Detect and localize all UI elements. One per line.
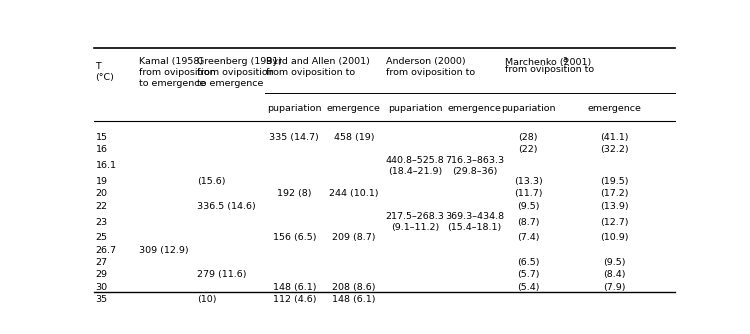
Text: pupariation: pupariation bbox=[388, 104, 442, 113]
Text: (5.7): (5.7) bbox=[517, 271, 539, 279]
Text: Byrd and Allen (2001)
from oviposition to: Byrd and Allen (2001) from oviposition t… bbox=[266, 57, 370, 77]
Text: 23: 23 bbox=[95, 217, 107, 226]
Text: 25: 25 bbox=[95, 233, 107, 242]
Text: 30: 30 bbox=[95, 283, 107, 292]
Text: (5.4): (5.4) bbox=[517, 283, 539, 292]
Text: (8.4): (8.4) bbox=[603, 271, 625, 279]
Text: 16: 16 bbox=[95, 145, 107, 154]
Text: 26.7: 26.7 bbox=[95, 246, 116, 255]
Text: (9.5): (9.5) bbox=[603, 258, 625, 267]
Text: from oviposition to: from oviposition to bbox=[505, 65, 594, 74]
Text: (7.9): (7.9) bbox=[603, 283, 625, 292]
Text: 22: 22 bbox=[95, 202, 107, 211]
Text: a: a bbox=[562, 55, 567, 64]
Text: (19.5): (19.5) bbox=[600, 177, 628, 186]
Text: Anderson (2000)
from oviposition to: Anderson (2000) from oviposition to bbox=[386, 57, 475, 77]
Text: 20: 20 bbox=[95, 189, 107, 198]
Text: (28): (28) bbox=[518, 133, 538, 142]
Text: Marchenko (2001): Marchenko (2001) bbox=[505, 58, 591, 67]
Text: 336.5 (14.6): 336.5 (14.6) bbox=[197, 202, 256, 211]
Text: 335 (14.7): 335 (14.7) bbox=[269, 133, 320, 142]
Text: (7.4): (7.4) bbox=[517, 233, 539, 242]
Text: 15: 15 bbox=[95, 133, 107, 142]
Text: 192 (8): 192 (8) bbox=[277, 189, 311, 198]
Text: (41.1): (41.1) bbox=[600, 133, 628, 142]
Text: 209 (8.7): 209 (8.7) bbox=[332, 233, 376, 242]
Text: 148 (6.1): 148 (6.1) bbox=[272, 283, 316, 292]
Text: 244 (10.1): 244 (10.1) bbox=[329, 189, 379, 198]
Text: (6.5): (6.5) bbox=[517, 258, 539, 267]
Text: 35: 35 bbox=[95, 295, 107, 304]
Text: (9.5): (9.5) bbox=[517, 202, 539, 211]
Text: pupariation: pupariation bbox=[501, 104, 556, 113]
Text: (22): (22) bbox=[518, 145, 538, 154]
Text: emergence: emergence bbox=[448, 104, 502, 113]
Text: 208 (8.6): 208 (8.6) bbox=[332, 283, 376, 292]
Text: 369.3–434.8
(15.4–18.1): 369.3–434.8 (15.4–18.1) bbox=[445, 212, 504, 232]
Text: 156 (6.5): 156 (6.5) bbox=[272, 233, 316, 242]
Text: 279 (11.6): 279 (11.6) bbox=[197, 271, 247, 279]
Text: (13.9): (13.9) bbox=[600, 202, 628, 211]
Text: 19: 19 bbox=[95, 177, 107, 186]
Text: 309 (12.9): 309 (12.9) bbox=[139, 246, 189, 255]
Text: (8.7): (8.7) bbox=[517, 217, 539, 226]
Text: (17.2): (17.2) bbox=[600, 189, 628, 198]
Text: (15.6): (15.6) bbox=[197, 177, 226, 186]
Text: (13.3): (13.3) bbox=[514, 177, 542, 186]
Text: (10): (10) bbox=[197, 295, 217, 304]
Text: pupariation: pupariation bbox=[267, 104, 322, 113]
Text: emergence: emergence bbox=[327, 104, 381, 113]
Text: T
(°C): T (°C) bbox=[95, 62, 114, 82]
Text: 148 (6.1): 148 (6.1) bbox=[332, 295, 376, 304]
Text: 112 (4.6): 112 (4.6) bbox=[272, 295, 316, 304]
Text: (11.7): (11.7) bbox=[514, 189, 542, 198]
Text: (32.2): (32.2) bbox=[600, 145, 628, 154]
Text: Kamal (1958)
from oviposition
to emergence: Kamal (1958) from oviposition to emergen… bbox=[139, 57, 215, 88]
Text: 27: 27 bbox=[95, 258, 107, 267]
Text: 217.5–268.3
(9.1–11.2): 217.5–268.3 (9.1–11.2) bbox=[386, 212, 444, 232]
Text: 716.3–863.3
(29.8–36): 716.3–863.3 (29.8–36) bbox=[445, 156, 504, 176]
Text: (10.9): (10.9) bbox=[600, 233, 628, 242]
Text: 16.1: 16.1 bbox=[95, 161, 116, 170]
Text: emergence: emergence bbox=[587, 104, 641, 113]
Text: 458 (19): 458 (19) bbox=[334, 133, 374, 142]
Text: (12.7): (12.7) bbox=[600, 217, 628, 226]
Text: 440.8–525.8
(18.4–21.9): 440.8–525.8 (18.4–21.9) bbox=[386, 156, 444, 176]
Text: 29: 29 bbox=[95, 271, 107, 279]
Text: Greenberg (1991)
from oviposition
to emergence: Greenberg (1991) from oviposition to eme… bbox=[196, 57, 282, 88]
